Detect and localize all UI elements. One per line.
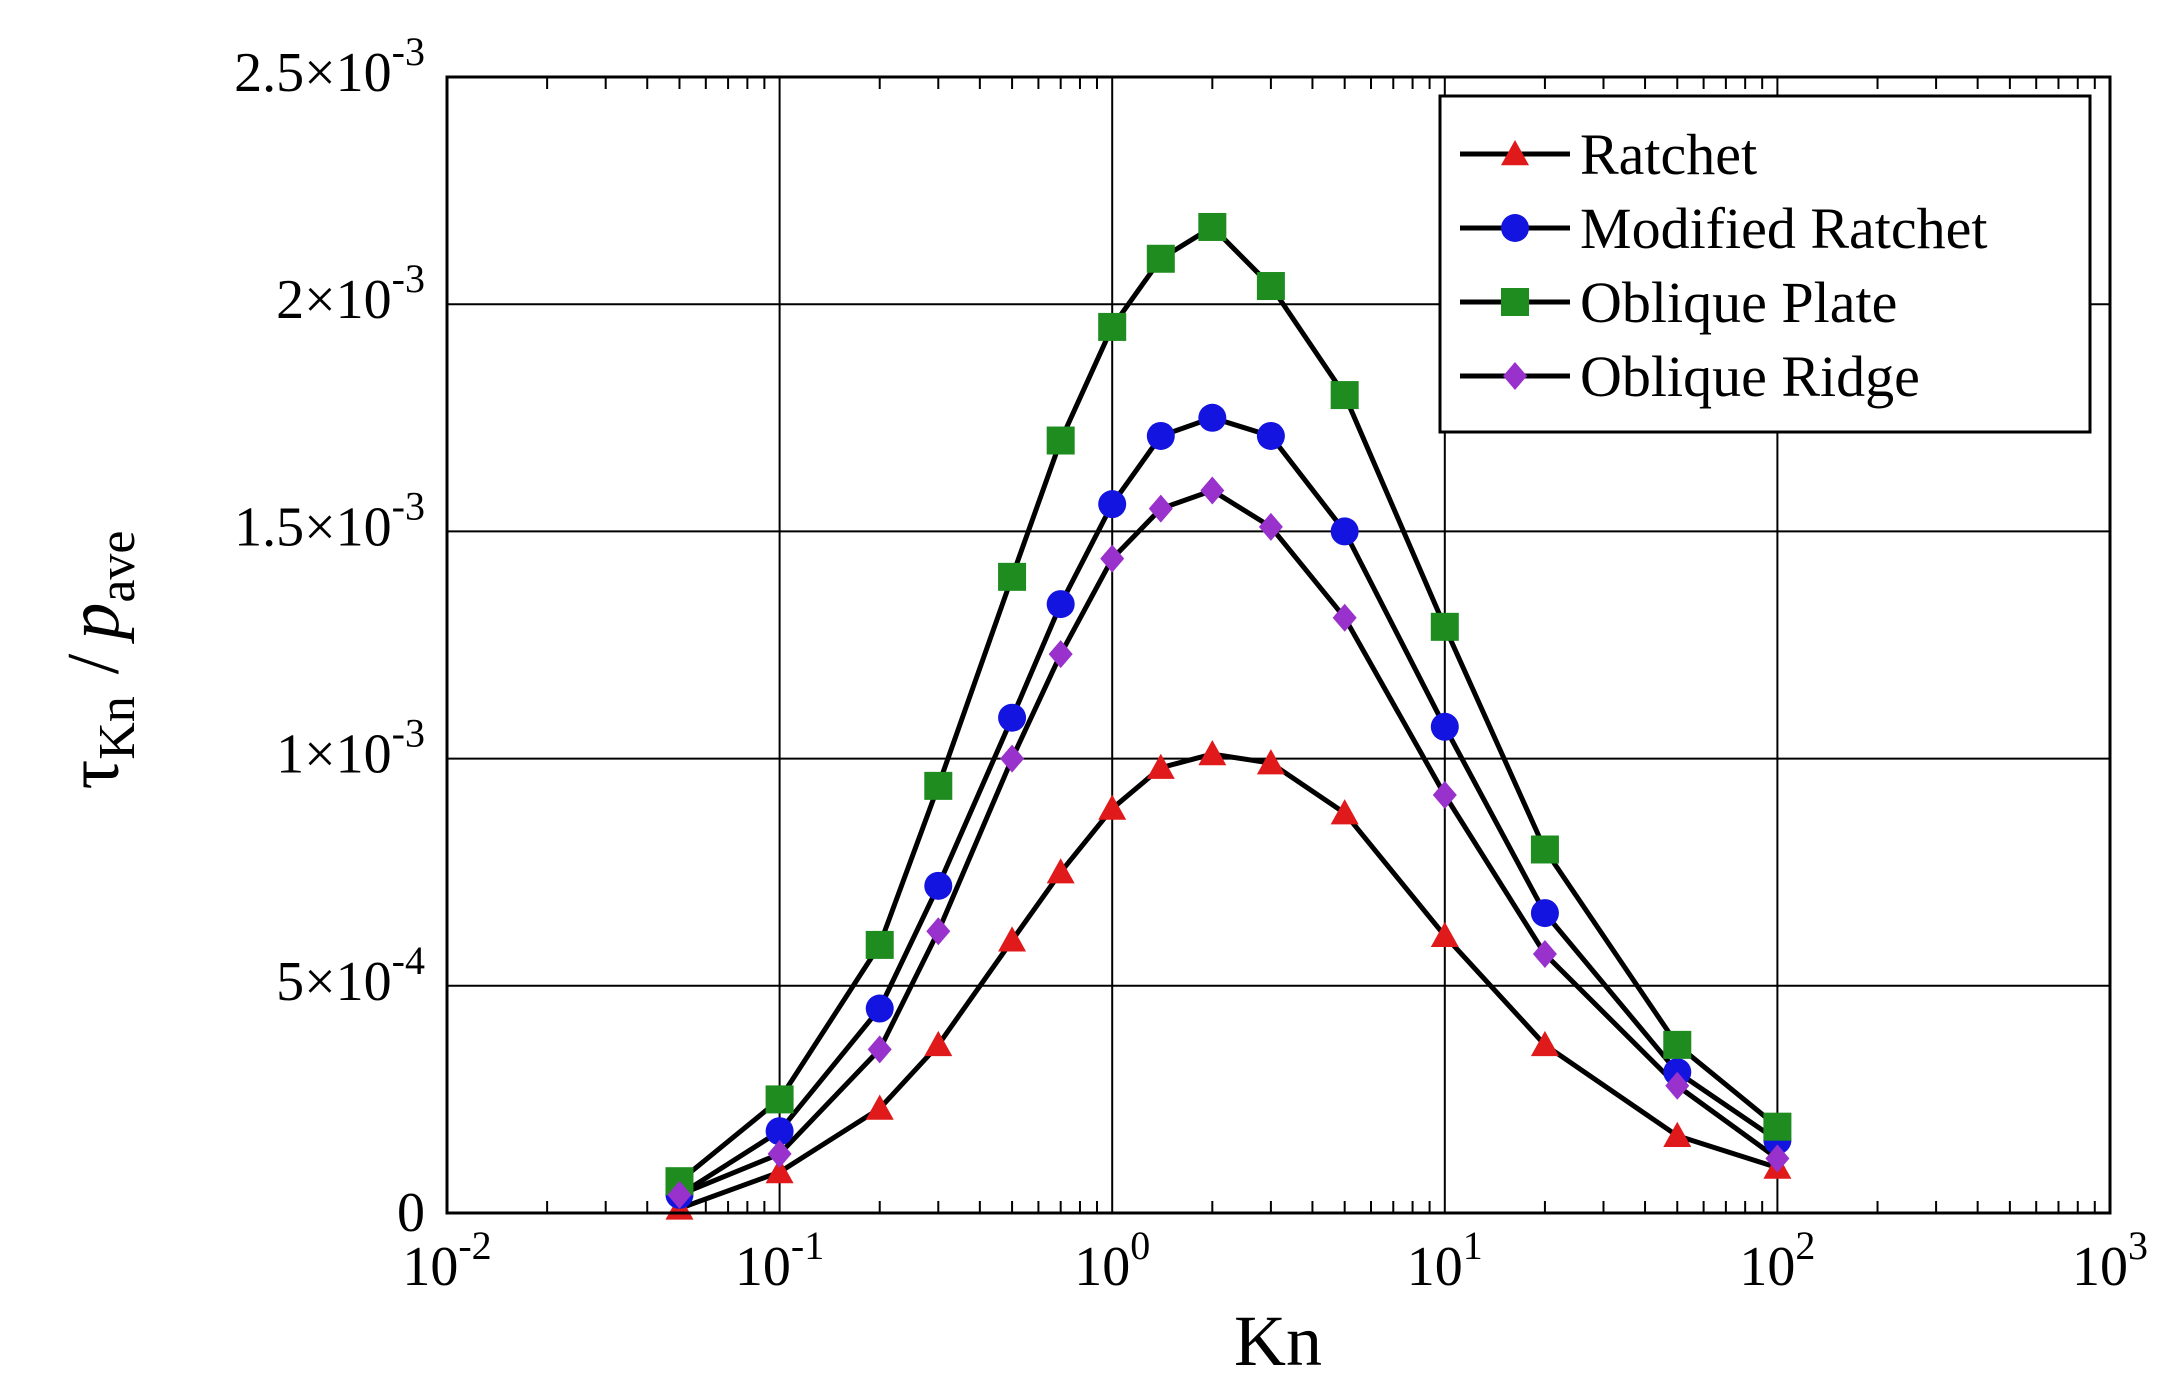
- data-point-oblique-ridge: [867, 1035, 892, 1064]
- legend-marker-modified-ratchet: [1501, 214, 1529, 242]
- data-point-oblique-plate: [765, 1085, 794, 1114]
- y-tick-label: 0: [397, 1182, 425, 1244]
- y-tick-label: 5×10-4: [276, 938, 425, 1013]
- data-point-oblique-ridge: [1148, 494, 1173, 523]
- y-axis-p-sub: ave: [89, 530, 146, 602]
- data-point-oblique-plate: [1530, 835, 1559, 864]
- series-line-modified-ratchet: [678, 415, 1779, 1197]
- data-point-ratchet: [1256, 749, 1285, 775]
- data-point-ratchet: [1663, 1121, 1692, 1147]
- y-tick-label: 1×10-3: [276, 711, 425, 786]
- data-point-ratchet: [865, 1094, 894, 1120]
- legend-marker-oblique-plate: [1501, 288, 1529, 316]
- x-tick-label: 102: [1739, 1223, 1815, 1298]
- data-point-ratchet: [1198, 740, 1227, 766]
- data-point-oblique-ridge: [1048, 640, 1073, 669]
- data-point-modified-ratchet: [1098, 490, 1127, 519]
- data-point-oblique-plate: [1663, 1030, 1692, 1059]
- data-point-oblique-ridge: [926, 917, 951, 946]
- plot-frame: [445, 75, 2112, 1215]
- y-axis-divider: /: [53, 653, 135, 674]
- legend-label-modified-ratchet: Modified Ratchet: [1580, 196, 1988, 261]
- data-point-oblique-ridge: [1000, 744, 1025, 773]
- data-point-modified-ratchet: [1530, 899, 1559, 928]
- data-point-oblique-plate: [1146, 244, 1175, 273]
- legend-label-oblique-ridge: Oblique Ridge: [1580, 344, 1920, 409]
- y-axis-symbol: τ: [53, 760, 135, 790]
- x-tick-label: 10-1: [735, 1223, 824, 1298]
- data-point-oblique-plate: [1430, 612, 1459, 641]
- data-point-modified-ratchet: [765, 1117, 794, 1146]
- data-point-ratchet: [998, 926, 1027, 952]
- data-point-ratchet: [1430, 921, 1459, 948]
- data-point-oblique-ridge: [1200, 476, 1225, 505]
- x-tick-label: 10-2: [402, 1223, 491, 1298]
- x-axis-label: Kn: [1234, 1301, 1322, 1375]
- y-tick-label: 2×10-3: [276, 256, 425, 331]
- data-point-modified-ratchet: [1430, 712, 1459, 741]
- data-point-ratchet: [1330, 799, 1359, 825]
- y-tick-label: 2.5×10-3: [234, 29, 425, 104]
- data-point-modified-ratchet: [1146, 421, 1175, 450]
- data-point-oblique-ridge: [1100, 544, 1125, 573]
- data-point-oblique-plate: [998, 562, 1027, 591]
- data-point-oblique-plate: [1330, 381, 1359, 410]
- x-tick-labels: 10-2 10-1 100 101 102 103: [402, 1223, 2148, 1298]
- data-point-oblique-ridge: [667, 1180, 692, 1209]
- data-point-modified-ratchet: [998, 703, 1027, 732]
- data-point-modified-ratchet: [1256, 421, 1285, 450]
- data-point-oblique-plate: [865, 930, 894, 959]
- x-tick-label: 101: [1407, 1223, 1483, 1298]
- data-point-ratchet: [1530, 1030, 1559, 1057]
- data-point-oblique-plate: [1198, 212, 1227, 241]
- data-point-modified-ratchet: [1198, 403, 1227, 432]
- data-point-oblique-plate: [924, 771, 953, 800]
- data-point-ratchet: [765, 1158, 794, 1184]
- data-point-oblique-ridge: [1532, 939, 1557, 968]
- data-point-oblique-ridge: [767, 1139, 792, 1168]
- x-tick-label: 103: [2072, 1223, 2148, 1298]
- series-markers: [665, 212, 1792, 1220]
- data-point-oblique-ridge: [1258, 512, 1283, 541]
- legend: Ratchet Modified Ratchet Oblique Plate Obli…: [1438, 94, 2092, 434]
- y-axis-label: τKn / pave: [53, 530, 146, 789]
- data-point-oblique-ridge: [1332, 603, 1357, 632]
- data-point-ratchet: [924, 1030, 953, 1057]
- x-tick-label: 100: [1074, 1223, 1150, 1298]
- data-point-oblique-ridge: [1432, 780, 1457, 809]
- legend-marker-oblique-ridge: [1503, 362, 1527, 390]
- data-point-modified-ratchet: [865, 994, 894, 1023]
- legend-label-oblique-plate: Oblique Plate: [1580, 270, 1897, 335]
- data-point-oblique-ridge: [1765, 1144, 1790, 1173]
- y-tick-label: 1.5×10-3: [234, 483, 425, 558]
- data-point-modified-ratchet: [1330, 517, 1359, 546]
- data-point-oblique-plate: [1763, 1112, 1792, 1141]
- data-point-ratchet: [1098, 794, 1127, 820]
- data-point-oblique-plate: [1256, 272, 1285, 301]
- data-point-oblique-plate: [1046, 426, 1075, 455]
- data-point-ratchet: [1146, 753, 1175, 779]
- data-point-ratchet: [1046, 858, 1075, 884]
- data-point-modified-ratchet: [924, 871, 953, 900]
- data-point-modified-ratchet: [1046, 590, 1075, 619]
- legend-label-ratchet: Ratchet: [1580, 122, 1757, 187]
- series-line-ratchet: [678, 751, 1779, 1211]
- y-axis-p: p: [53, 603, 135, 645]
- y-tick-labels: 0 5×10-4 1×10-3 1.5×10-3 2×10-3 2.5×10-3: [234, 29, 425, 1244]
- data-point-oblique-ridge: [1665, 1071, 1690, 1100]
- y-axis-symbol-sub: Kn: [89, 696, 146, 760]
- data-point-oblique-plate: [1098, 312, 1127, 341]
- legend-marker-ratchet: [1501, 140, 1529, 166]
